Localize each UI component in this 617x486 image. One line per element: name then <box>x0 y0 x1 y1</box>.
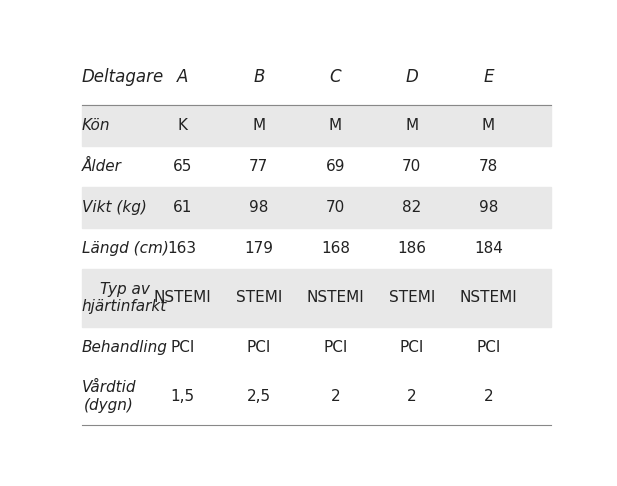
Text: STEMI: STEMI <box>236 291 282 305</box>
Text: 168: 168 <box>321 241 350 256</box>
Text: PCI: PCI <box>400 340 424 355</box>
Text: M: M <box>252 118 265 133</box>
Text: 65: 65 <box>173 159 192 174</box>
Text: D: D <box>405 68 418 86</box>
Text: M: M <box>482 118 495 133</box>
Text: A: A <box>176 68 188 86</box>
Text: Längd (cm): Längd (cm) <box>82 241 169 256</box>
Text: 179: 179 <box>244 241 273 256</box>
Text: 70: 70 <box>402 159 421 174</box>
Text: 98: 98 <box>479 200 498 215</box>
Text: PCI: PCI <box>170 340 194 355</box>
Text: 163: 163 <box>168 241 197 256</box>
Text: 70: 70 <box>326 200 345 215</box>
Text: 1,5: 1,5 <box>170 389 194 404</box>
Text: E: E <box>483 68 494 86</box>
Text: Kön: Kön <box>82 118 110 133</box>
Text: Vårdtid
(dygn): Vårdtid (dygn) <box>82 380 136 413</box>
Text: PCI: PCI <box>476 340 500 355</box>
Text: C: C <box>329 68 341 86</box>
Bar <box>82 105 550 146</box>
Bar <box>82 187 550 228</box>
Text: Deltagare: Deltagare <box>82 68 164 86</box>
Text: 2: 2 <box>331 389 340 404</box>
Text: 78: 78 <box>479 159 498 174</box>
Text: 186: 186 <box>397 241 426 256</box>
Text: Ålder: Ålder <box>82 159 122 174</box>
Text: M: M <box>405 118 418 133</box>
Text: 2: 2 <box>407 389 416 404</box>
Text: Behandling: Behandling <box>82 340 168 355</box>
Bar <box>82 269 550 327</box>
Text: 77: 77 <box>249 159 268 174</box>
Text: Vikt (kg): Vikt (kg) <box>82 200 147 215</box>
Text: B: B <box>253 68 265 86</box>
Text: PCI: PCI <box>247 340 271 355</box>
Text: 2,5: 2,5 <box>247 389 271 404</box>
Text: PCI: PCI <box>323 340 347 355</box>
Text: 184: 184 <box>474 241 503 256</box>
Text: NSTEMI: NSTEMI <box>460 291 517 305</box>
Text: K: K <box>177 118 188 133</box>
Text: 98: 98 <box>249 200 268 215</box>
Text: 61: 61 <box>173 200 192 215</box>
Text: 2: 2 <box>484 389 493 404</box>
Text: STEMI: STEMI <box>389 291 435 305</box>
Text: Typ av
hjärtinfarkt: Typ av hjärtinfarkt <box>82 282 167 314</box>
Text: 82: 82 <box>402 200 421 215</box>
Text: NSTEMI: NSTEMI <box>307 291 364 305</box>
Text: NSTEMI: NSTEMI <box>154 291 211 305</box>
Text: M: M <box>329 118 342 133</box>
Text: 69: 69 <box>326 159 345 174</box>
